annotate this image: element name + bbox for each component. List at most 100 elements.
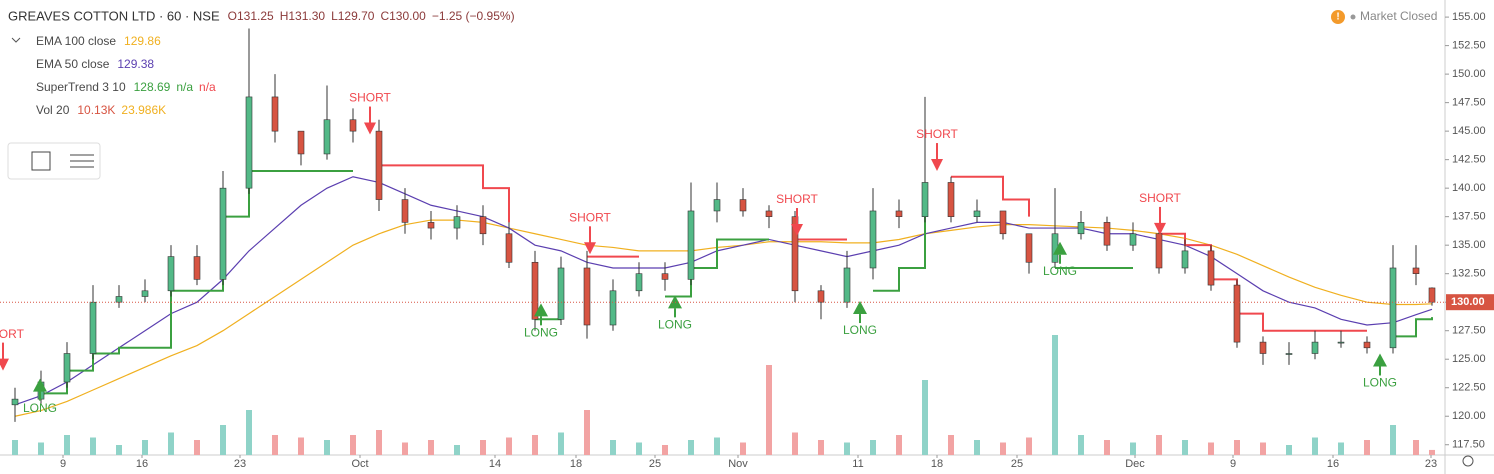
volume-bar: [64, 435, 70, 455]
signal-label: LONG: [1363, 376, 1397, 390]
candle-body: [687, 210, 695, 280]
candle-body: [921, 182, 929, 217]
settings-icon[interactable]: [1462, 455, 1474, 467]
rect-icon[interactable]: [31, 151, 51, 171]
legend-value: 129.86: [124, 34, 161, 48]
signal-label: SHORT: [569, 210, 611, 224]
candle-body: [1412, 267, 1420, 274]
y-tick-label: 132.50: [1452, 268, 1486, 280]
signal-arrow: [534, 303, 548, 317]
candle-body: [869, 210, 877, 269]
signal-arrow: [1154, 222, 1166, 235]
volume-bar: [376, 430, 382, 455]
toolbar[interactable]: [7, 142, 101, 180]
y-tick-label: 145.00: [1452, 125, 1486, 137]
legend-name: EMA 50 close: [36, 57, 110, 71]
candle-body: [505, 233, 513, 263]
signal-arrow: [364, 122, 376, 135]
x-tick-label: 18: [570, 458, 582, 470]
candle-body: [635, 273, 643, 292]
y-tick-label: 135.00: [1452, 239, 1486, 251]
y-tick-label: 142.50: [1452, 154, 1486, 166]
legend-name: EMA 100 close: [36, 34, 116, 48]
indicator-layer: [14, 164, 1433, 417]
volume-bar: [428, 440, 434, 455]
candle-layer: [11, 28, 1436, 422]
signal-label: LONG: [23, 401, 57, 415]
candle-body: [193, 256, 201, 280]
collapse-icon[interactable]: [11, 37, 21, 43]
candle-body: [375, 130, 383, 200]
candle-body: [1103, 222, 1111, 246]
legend-name: Vol 20: [36, 103, 70, 117]
volume-bar: [1364, 440, 1370, 455]
volume-bar: [194, 440, 200, 455]
signal-label: SHORT: [349, 91, 391, 105]
supertrend-up: [665, 238, 769, 298]
supertrend-down: [379, 164, 510, 223]
candle-body: [219, 187, 227, 280]
candle-body: [947, 182, 955, 217]
x-tick-label: 9: [60, 458, 66, 470]
volume-bar: [1234, 440, 1240, 455]
signal-arrow: [791, 224, 803, 237]
candle-body: [1428, 287, 1436, 303]
candle-body: [1155, 233, 1163, 269]
volume-bar: [90, 437, 96, 455]
volume-bar: [792, 432, 798, 455]
volume-layer: [12, 335, 1435, 455]
candle-body: [349, 119, 357, 132]
volume-bar: [1286, 445, 1292, 455]
x-tick-label: 23: [1425, 458, 1437, 470]
y-tick-label: 150.00: [1452, 68, 1486, 80]
volume-bar: [168, 432, 174, 455]
header-value: H131.30: [280, 9, 326, 23]
candle-body: [1129, 233, 1137, 246]
supertrend-up: [873, 216, 926, 292]
legend-value: n/a: [199, 80, 216, 94]
candle-body: [63, 353, 71, 383]
axes: 155.00 152.50 150.00 147.50 145.00 142.50 140.…: [0, 11, 1494, 470]
volume-bar: [298, 437, 304, 455]
candle-body: [115, 296, 123, 303]
x-tick-label: Dec: [1125, 458, 1145, 470]
candle-body: [167, 256, 175, 292]
candle-body: [817, 290, 825, 303]
toolbar-box: [7, 142, 101, 180]
volume-bar: [948, 435, 954, 455]
x-tick-label: 11: [852, 458, 863, 470]
candle-body: [1207, 250, 1215, 286]
candle-body: [713, 199, 721, 212]
y-tick-label: 120.00: [1452, 410, 1486, 422]
volume-bar: [974, 440, 980, 455]
y-tick-label: 155.00: [1452, 11, 1486, 23]
x-tick-label: Nov: [728, 458, 748, 470]
legend-value: 23.986K: [121, 103, 166, 117]
x-tick-label: 25: [1011, 458, 1023, 470]
signal-label: SHORT: [776, 192, 818, 206]
ema-line: [14, 219, 1433, 417]
signal-label: LONG: [1043, 264, 1077, 278]
candle-body: [661, 273, 669, 280]
y-tick-label: 125.00: [1452, 353, 1486, 365]
status-dot: [1350, 14, 1356, 20]
candle-body: [427, 222, 435, 229]
candle-body: [401, 199, 409, 223]
supertrend-up: [1393, 317, 1433, 338]
candle-body: [323, 119, 331, 155]
x-tick-label: 18: [931, 458, 943, 470]
volume-bar: [1390, 425, 1396, 455]
candle-body: [141, 290, 149, 297]
y-tick-label: 127.50: [1452, 325, 1486, 337]
volume-bar: [272, 435, 278, 455]
header-value: −1.25 (−0.95%): [432, 9, 515, 23]
volume-bar: [1104, 440, 1110, 455]
y-tick-label: 140.00: [1452, 182, 1486, 194]
candle-body: [739, 199, 747, 212]
volume-bar: [688, 440, 694, 455]
candle-body: [609, 290, 617, 326]
volume-bar: [1413, 440, 1419, 455]
volume-bar: [532, 435, 538, 455]
